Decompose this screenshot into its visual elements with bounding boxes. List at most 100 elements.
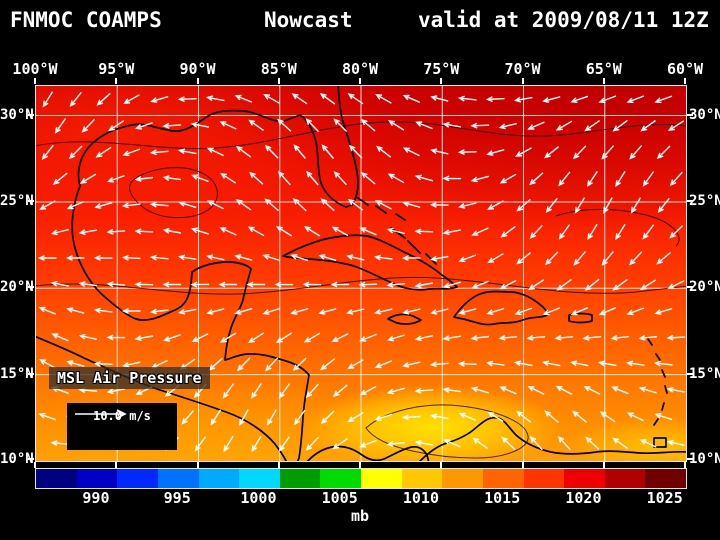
lon-label: 90°W	[179, 60, 216, 78]
coastline-us-gulf-florida	[77, 86, 359, 208]
isobar	[36, 276, 686, 295]
model-name: FNMOC COAMPS	[10, 8, 162, 32]
wind-scale-arrow-icon	[75, 409, 127, 419]
map-layers	[36, 86, 686, 461]
wind-scale-legend: 10.0 m/s	[67, 403, 177, 450]
lon-label: 95°W	[98, 60, 135, 78]
lon-tick-bottom	[34, 462, 36, 468]
colorbar-unit: mb	[350, 507, 370, 525]
lat-label-left: 25°N	[0, 193, 34, 209]
lat-label-right: 15°N	[689, 365, 720, 382]
coastline-south-america	[418, 416, 686, 461]
colorbar-segment	[76, 469, 118, 488]
colorbar-tick-label: 1000	[240, 489, 277, 507]
product-name: Nowcast	[264, 8, 353, 32]
lat-tick-right	[687, 372, 693, 375]
colorbar-segment	[401, 469, 443, 488]
lon-tick-top	[34, 78, 36, 84]
map-area: MSL Air Pressure 10.0 m/s	[35, 85, 687, 462]
lat-tick-left	[28, 200, 34, 202]
isobar	[129, 167, 218, 219]
colorbar-segment	[442, 469, 483, 488]
coastline-mexico-central-america	[71, 185, 310, 461]
lon-label: 60°W	[666, 60, 704, 78]
lon-tick-bottom	[440, 462, 443, 468]
colorbar-segment	[279, 469, 321, 488]
coastline-lesser-antilles	[647, 338, 668, 448]
coastline-jamaica	[387, 313, 422, 325]
coastline-bahamas	[357, 197, 437, 265]
lon-label: 70°W	[504, 60, 541, 78]
lon-tick-bottom	[521, 462, 524, 468]
colorbar	[35, 468, 687, 489]
colorbar-segment	[117, 469, 158, 488]
colorbar-segment	[198, 469, 240, 488]
coastlines	[36, 86, 686, 461]
lon-tick-bottom	[359, 462, 361, 468]
colorbar-tick-label: 1020	[565, 489, 602, 507]
colorbar-segment	[320, 469, 361, 488]
lat-tick-right	[687, 458, 693, 460]
lat-label-right: 10°N	[689, 451, 720, 467]
field-label: MSL Air Pressure	[49, 367, 210, 389]
lon-label: 100°W	[12, 60, 58, 78]
lat-tick-left	[28, 458, 34, 460]
colorbar-tick-label: 1005	[321, 489, 358, 507]
coastline-puerto-rico	[568, 312, 593, 324]
colorbar-tick-label: 1010	[402, 489, 439, 507]
colorbar-segment	[361, 469, 402, 488]
coastline-panama	[306, 445, 430, 461]
lat-label-left: 20°N	[0, 279, 34, 296]
colorbar-segment	[645, 469, 686, 488]
lat-tick-right	[687, 113, 693, 116]
lon-label: 85°W	[260, 60, 297, 78]
lat-label-right: 20°N	[689, 279, 720, 296]
colorbar-tick-label: 1015	[484, 489, 521, 507]
wind-arrow-field	[37, 91, 686, 453]
colorbar-segment	[604, 469, 646, 488]
colorbar-segment	[157, 469, 199, 488]
lon-label: 65°W	[585, 60, 622, 78]
lon-tick-bottom	[196, 462, 199, 468]
coastline-pacific	[36, 335, 288, 461]
wind-arrows	[37, 91, 686, 453]
lat-label-left: 15°N	[0, 365, 34, 382]
lon-tick-top	[684, 78, 686, 84]
isobar	[555, 208, 680, 247]
lon-tick-top	[196, 78, 199, 84]
lat-tick-left	[28, 372, 34, 375]
lon-tick-top	[277, 78, 280, 84]
valid-time: valid at 2009/08/11 12Z	[418, 8, 709, 32]
colorbar-tick-label: 995	[163, 489, 191, 507]
lat-label-right: 30°N	[689, 106, 720, 123]
isobar-contours	[36, 121, 686, 459]
lon-label: 80°W	[341, 60, 379, 78]
lat-tick-right	[687, 286, 693, 289]
lon-tick-top	[115, 78, 118, 84]
colorbar-segment	[239, 469, 280, 488]
isobar	[365, 404, 529, 459]
lat-tick-right	[687, 200, 693, 202]
colorbar-segment	[523, 469, 565, 488]
lon-tick-bottom	[684, 462, 686, 468]
lon-tick-top	[359, 78, 361, 84]
lat-tick-left	[28, 113, 34, 116]
lat-label-left: 10°N	[0, 451, 34, 467]
lat-tick-left	[28, 286, 34, 289]
colorbar-segment	[564, 469, 605, 488]
lat-label-left: 30°N	[0, 106, 34, 123]
lon-tick-top	[602, 78, 605, 84]
coastline-hispaniola	[453, 290, 550, 326]
colorbar-tick-label: 1025	[646, 489, 683, 507]
lat-label-right: 25°N	[689, 193, 720, 209]
colorbar-segment	[482, 469, 524, 488]
lon-label: 75°W	[423, 60, 460, 78]
isobar	[36, 121, 686, 150]
coastline-cuba	[282, 234, 458, 291]
lon-tick-bottom	[602, 462, 605, 468]
lon-tick-top	[521, 78, 524, 84]
lon-tick-top	[440, 78, 443, 84]
colorbar-tick-label: 990	[82, 489, 110, 507]
colorbar-segment	[36, 469, 77, 488]
